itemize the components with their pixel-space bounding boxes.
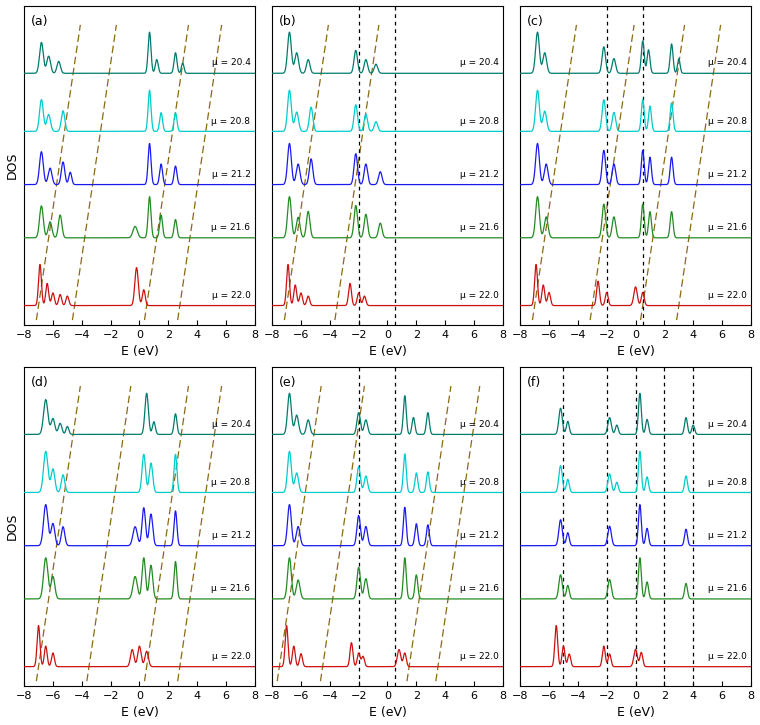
Text: μ = 22.0: μ = 22.0 (708, 291, 746, 299)
Text: μ = 22.0: μ = 22.0 (211, 652, 251, 661)
Text: μ = 20.4: μ = 20.4 (708, 420, 746, 428)
Text: μ = 21.6: μ = 21.6 (708, 223, 746, 232)
X-axis label: E (eV): E (eV) (121, 706, 158, 719)
X-axis label: E (eV): E (eV) (616, 345, 654, 358)
Text: μ = 20.4: μ = 20.4 (211, 59, 251, 67)
Text: μ = 22.0: μ = 22.0 (460, 652, 499, 661)
Text: (a): (a) (31, 15, 49, 28)
Text: μ = 20.8: μ = 20.8 (708, 117, 746, 125)
Text: (c): (c) (527, 15, 544, 28)
Text: (d): (d) (31, 376, 49, 389)
Text: μ = 20.4: μ = 20.4 (460, 59, 499, 67)
Text: μ = 21.2: μ = 21.2 (460, 170, 499, 179)
Text: (e): (e) (279, 376, 296, 389)
X-axis label: E (eV): E (eV) (121, 345, 158, 358)
Text: (b): (b) (279, 15, 296, 28)
Text: μ = 20.8: μ = 20.8 (460, 478, 499, 486)
Text: μ = 21.2: μ = 21.2 (708, 170, 746, 179)
Text: μ = 21.6: μ = 21.6 (460, 584, 499, 593)
Text: μ = 20.4: μ = 20.4 (460, 420, 499, 428)
Text: μ = 21.2: μ = 21.2 (211, 531, 251, 540)
X-axis label: E (eV): E (eV) (369, 706, 407, 719)
Y-axis label: DOS: DOS (5, 152, 18, 179)
Y-axis label: DOS: DOS (5, 513, 18, 540)
Text: μ = 21.2: μ = 21.2 (460, 531, 499, 540)
Text: μ = 20.8: μ = 20.8 (460, 117, 499, 125)
Text: μ = 22.0: μ = 22.0 (211, 291, 251, 299)
Text: μ = 21.6: μ = 21.6 (211, 584, 251, 593)
Text: μ = 20.8: μ = 20.8 (708, 478, 746, 486)
Text: μ = 20.4: μ = 20.4 (211, 420, 251, 428)
Text: (f): (f) (527, 376, 541, 389)
Text: μ = 21.2: μ = 21.2 (211, 170, 251, 179)
Text: μ = 21.6: μ = 21.6 (460, 223, 499, 232)
Text: μ = 20.8: μ = 20.8 (211, 478, 251, 486)
X-axis label: E (eV): E (eV) (616, 706, 654, 719)
X-axis label: E (eV): E (eV) (369, 345, 407, 358)
Text: μ = 21.2: μ = 21.2 (708, 531, 746, 540)
Text: μ = 21.6: μ = 21.6 (211, 223, 251, 232)
Text: μ = 20.4: μ = 20.4 (708, 59, 746, 67)
Text: μ = 20.8: μ = 20.8 (211, 117, 251, 125)
Text: μ = 21.6: μ = 21.6 (708, 584, 746, 593)
Text: μ = 22.0: μ = 22.0 (708, 652, 746, 661)
Text: μ = 22.0: μ = 22.0 (460, 291, 499, 299)
